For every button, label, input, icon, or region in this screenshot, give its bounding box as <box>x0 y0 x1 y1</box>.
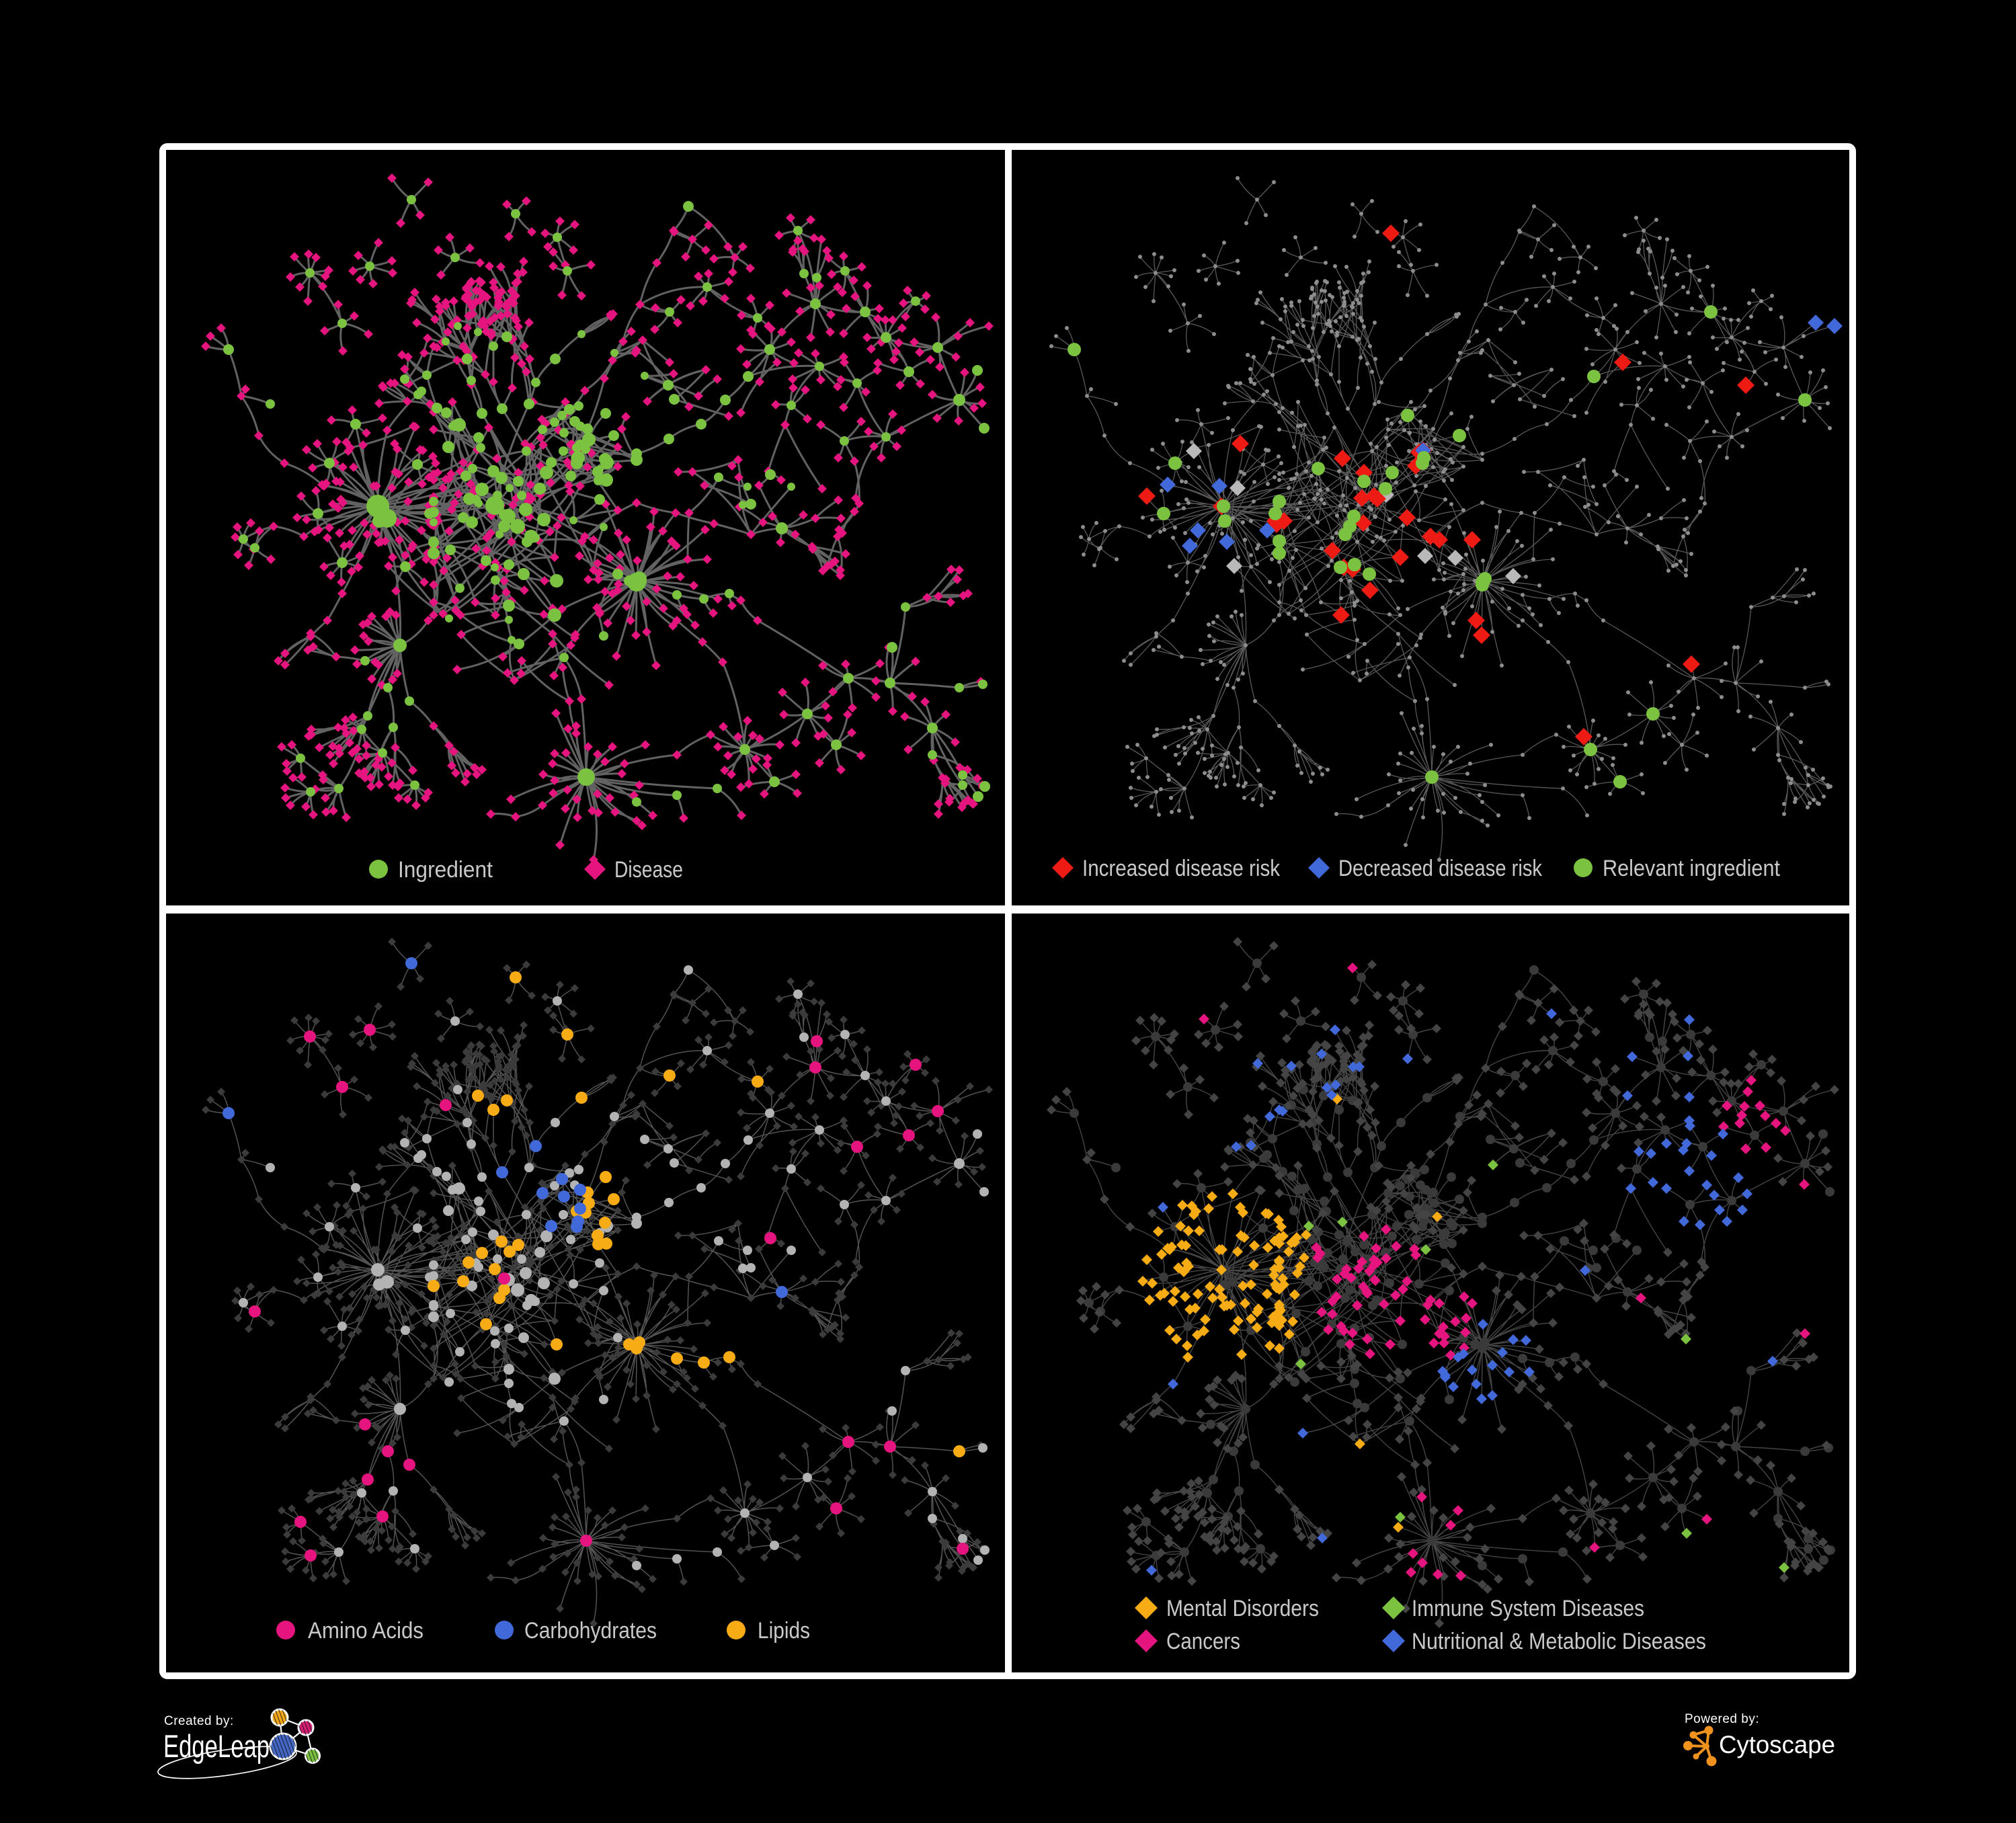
svg-text:EdgeLeap: EdgeLeap <box>163 1728 270 1764</box>
svg-text:Cancers: Cancers <box>1166 1629 1240 1654</box>
svg-text:Disease: Disease <box>614 857 683 883</box>
svg-text:Relevant ingredient: Relevant ingredient <box>1603 856 1780 881</box>
svg-text:Amino Acids: Amino Acids <box>308 1618 424 1644</box>
svg-text:Ingredient: Ingredient <box>398 857 493 883</box>
svg-text:Carbohydrates: Carbohydrates <box>524 1618 657 1644</box>
svg-text:Immune System Diseases: Immune System Diseases <box>1412 1596 1644 1621</box>
svg-text:Cytoscape: Cytoscape <box>1719 1731 1835 1758</box>
svg-text:Increased disease risk: Increased disease risk <box>1082 856 1281 881</box>
svg-text:Decreased disease risk: Decreased disease risk <box>1338 856 1543 881</box>
svg-text:Created by:: Created by: <box>164 1714 234 1728</box>
svg-text:Mental Disorders: Mental Disorders <box>1166 1596 1319 1621</box>
svg-text:Lipids: Lipids <box>758 1618 810 1644</box>
svg-text:Powered by:: Powered by: <box>1685 1712 1759 1726</box>
svg-text:Nutritional & Metabolic Diseas: Nutritional & Metabolic Diseases <box>1412 1629 1706 1654</box>
